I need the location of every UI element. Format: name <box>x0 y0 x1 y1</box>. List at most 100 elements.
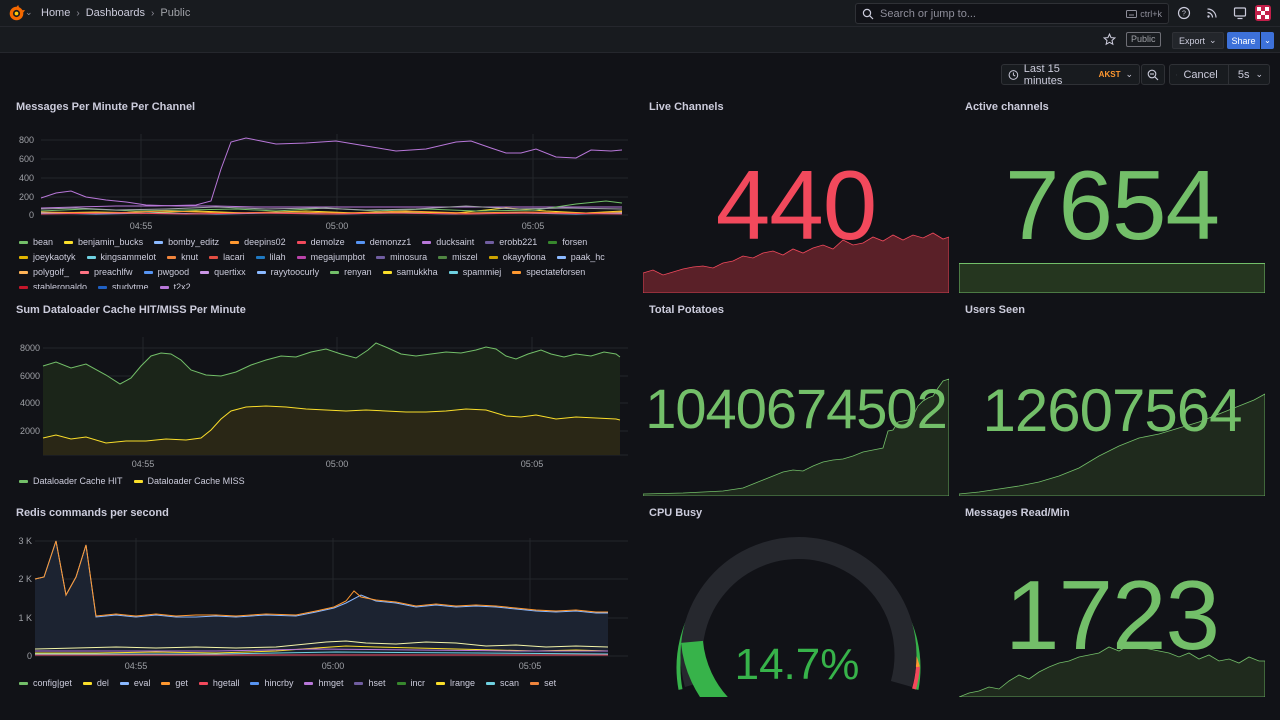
legend-item[interactable]: scan <box>486 678 519 688</box>
legend-item[interactable]: miszel <box>438 252 478 262</box>
legend-item[interactable]: hset <box>354 678 386 688</box>
breadcrumb-separator-icon: › <box>151 7 155 19</box>
legend-item[interactable]: eval <box>119 678 151 688</box>
time-range-picker[interactable]: Last 15 minutes AKST ⌄ <box>1001 63 1140 87</box>
legend-item[interactable]: hmget <box>304 678 343 688</box>
y-tick: 800 <box>19 135 34 145</box>
legend-label: incr <box>410 678 426 688</box>
legend-item[interactable]: bomby_editz <box>154 237 219 247</box>
news-rss-icon[interactable] <box>1204 5 1220 21</box>
sparkline-area <box>959 263 1265 293</box>
legend-item[interactable]: benjamin_bucks <box>64 237 143 247</box>
export-button[interactable]: Export ⌄ <box>1172 32 1224 49</box>
legend-item[interactable]: del <box>82 678 109 688</box>
share-dropdown-button[interactable]: ⌄ <box>1261 32 1274 49</box>
legend-item[interactable]: demolze <box>296 237 345 247</box>
legend-swatch <box>19 270 28 274</box>
refresh-picker[interactable]: Cancel 5s ⌄ <box>1169 64 1270 85</box>
legend-item[interactable]: kingsammelot <box>86 252 156 262</box>
panel-title: Messages Read/Min <box>965 507 1070 519</box>
legend-item[interactable]: okayyfiona <box>488 252 546 262</box>
legend-item[interactable]: spammiej <box>448 267 501 277</box>
user-avatar[interactable] <box>1255 5 1271 21</box>
legend-item[interactable]: hgetall <box>198 678 239 688</box>
legend-item[interactable]: rayytoocurly <box>256 267 319 277</box>
legend-item[interactable]: megajumpbot <box>296 252 365 262</box>
legend-item[interactable]: Dataloader Cache MISS <box>133 476 245 486</box>
legend-item[interactable]: studytme <box>98 282 149 289</box>
grafana-logo-icon[interactable] <box>8 5 25 22</box>
series-line-gray <box>40 205 623 211</box>
legend-item[interactable]: lrange <box>436 678 475 688</box>
legend-swatch <box>230 240 240 244</box>
series-line-config <box>34 640 609 650</box>
share-button[interactable]: Share <box>1227 32 1260 49</box>
breadcrumb-dashboards[interactable]: Dashboards <box>85 7 146 19</box>
y-tick: 2000 <box>20 426 40 436</box>
legend-item[interactable]: paak_hc <box>556 252 605 262</box>
breadcrumb: Home › Dashboards › Public <box>41 7 190 19</box>
sparkline-area <box>643 378 949 496</box>
export-label: Export <box>1179 35 1206 46</box>
legend-label: knut <box>181 252 199 262</box>
legend-item[interactable]: get <box>161 678 188 688</box>
chevron-down-icon: ⌄ <box>1209 35 1217 45</box>
dashboard-toolbar: Public Export ⌄ Share ⌄ <box>0 27 1280 53</box>
refresh-interval[interactable]: 5s <box>1237 68 1250 81</box>
legend-label: bomby_editz <box>168 237 220 247</box>
legend-swatch <box>396 681 406 685</box>
legend-swatch <box>382 270 392 274</box>
legend-item[interactable]: lilah <box>255 252 286 262</box>
help-icon[interactable]: ? <box>1176 5 1192 21</box>
legend-swatch <box>250 681 260 685</box>
legend-item[interactable]: renyan <box>330 267 372 277</box>
legend-item[interactable]: incr <box>396 678 426 688</box>
legend-item[interactable]: forsen <box>548 237 587 247</box>
public-badge: Public <box>1126 32 1161 47</box>
x-tick: 04:55 <box>125 661 148 671</box>
legend-swatch <box>143 270 153 274</box>
legend-item[interactable]: knut <box>167 252 198 262</box>
legend-item[interactable]: t2x2 <box>159 282 191 289</box>
search-icon <box>862 8 874 19</box>
legend-item[interactable]: quertixx <box>200 267 246 277</box>
search-input[interactable]: Search or jump to... ctrl+k <box>855 3 1169 24</box>
legend-label: Dataloader Cache MISS <box>147 476 245 486</box>
legend-item[interactable]: set <box>530 678 556 688</box>
legend-item[interactable]: demonzz1 <box>355 237 411 247</box>
legend-item[interactable]: spectateforsen <box>512 267 585 277</box>
legend-item[interactable]: deepins02 <box>230 237 286 247</box>
legend-item[interactable]: erobb221 <box>485 237 537 247</box>
zoom-out-button[interactable] <box>1141 64 1165 85</box>
share-label: Share <box>1231 35 1256 46</box>
redis-chart: 3 K 2 K 1 K 0 04:55 05:00 05:05 <box>18 536 628 671</box>
legend-item[interactable]: minosura <box>376 252 427 262</box>
breadcrumb-home[interactable]: Home <box>41 7 71 19</box>
legend-item[interactable]: polygolf_ <box>19 267 69 277</box>
legend-item[interactable]: lacari <box>209 252 245 262</box>
legend-label: studytme <box>112 282 149 289</box>
legend-item[interactable]: bean <box>19 237 53 247</box>
legend-item[interactable]: samukkha <box>382 267 438 277</box>
legend-label: del <box>96 678 109 688</box>
star-icon[interactable] <box>1103 33 1116 46</box>
legend-item[interactable]: joeykaotyk <box>19 252 76 262</box>
legend-item[interactable]: Dataloader Cache HIT <box>19 476 123 486</box>
legend-label: eval <box>133 678 151 688</box>
avatar-pattern-icon <box>1257 7 1269 19</box>
menu-chevron-down-icon[interactable]: ⌄ <box>25 7 33 17</box>
legend-item[interactable]: pwgood <box>143 267 189 277</box>
legend-item[interactable]: hincrby <box>250 678 293 688</box>
legend-item[interactable]: preachlfw <box>80 267 133 277</box>
legend-item[interactable]: ducksaint <box>422 237 474 247</box>
legend-item[interactable]: stableronaldo <box>19 282 87 289</box>
legend-label: preachlfw <box>94 267 133 277</box>
legend-swatch <box>98 285 108 289</box>
kiosk-mode-icon[interactable] <box>1232 5 1248 21</box>
series-line-orange <box>40 210 623 214</box>
legend-swatch <box>19 255 28 259</box>
legend-item[interactable]: config|get <box>19 678 72 688</box>
series-line-purple-low <box>40 190 622 208</box>
cancel-button[interactable]: Cancel <box>1183 68 1218 81</box>
panel-messages-per-minute: Messages Per Minute Per Channel 800 600 … <box>16 101 630 289</box>
